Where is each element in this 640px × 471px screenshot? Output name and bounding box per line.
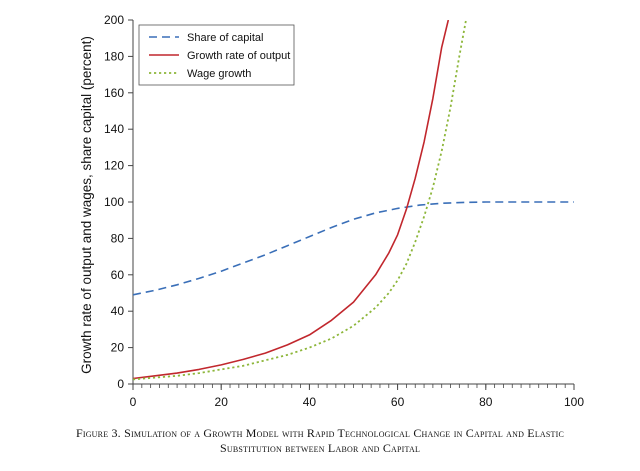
y-tick-label: 120 (104, 159, 124, 173)
y-tick-label: 200 (104, 13, 124, 27)
y-tick-label: 20 (111, 341, 125, 355)
series-lines (133, 20, 574, 381)
x-tick-label: 100 (564, 395, 584, 409)
legend: Share of capital Growth rate of output Wag… (138, 24, 295, 86)
y-tick-label: 0 (117, 377, 124, 391)
legend-label-2: Wage growth (187, 68, 251, 80)
y-tick-label: 80 (111, 231, 125, 245)
y-axis-title: Growth rate of output and wages, share c… (79, 36, 94, 374)
x-tick-label: 40 (303, 395, 317, 409)
legend-label-0: Share of capital (187, 32, 263, 44)
x-tick-label: 80 (479, 395, 493, 409)
figure-caption: Figure 3. Simulation of a Growth Model w… (0, 426, 640, 456)
x-axis: 0 20 40 60 80 100 (130, 384, 584, 409)
x-tick-label: 60 (391, 395, 405, 409)
series-line-1 (133, 20, 450, 380)
x-tick-label: 0 (130, 395, 137, 409)
y-axis: 0 20 40 60 80 100 120 140 160 180 200 (104, 13, 133, 391)
series-line-0 (133, 201, 574, 296)
series-line-2 (133, 20, 467, 381)
legend-label-1: Growth rate of output (187, 50, 290, 62)
y-tick-label: 60 (111, 268, 125, 282)
y-tick-label: 140 (104, 122, 124, 136)
y-tick-label: 160 (104, 86, 124, 100)
y-tick-label: 100 (104, 195, 124, 209)
caption-line-1: Figure 3. Simulation of a Growth Model w… (75, 426, 565, 440)
y-tick-label: 40 (111, 304, 125, 318)
x-tick-label: 20 (215, 395, 229, 409)
line-chart: 0 20 40 60 80 100 120 140 160 180 200 0 20 40 60 80 100… (79, 13, 584, 409)
caption-line-2: Substitution between Labor and Capital (219, 441, 421, 455)
y-tick-label: 180 (104, 49, 124, 63)
